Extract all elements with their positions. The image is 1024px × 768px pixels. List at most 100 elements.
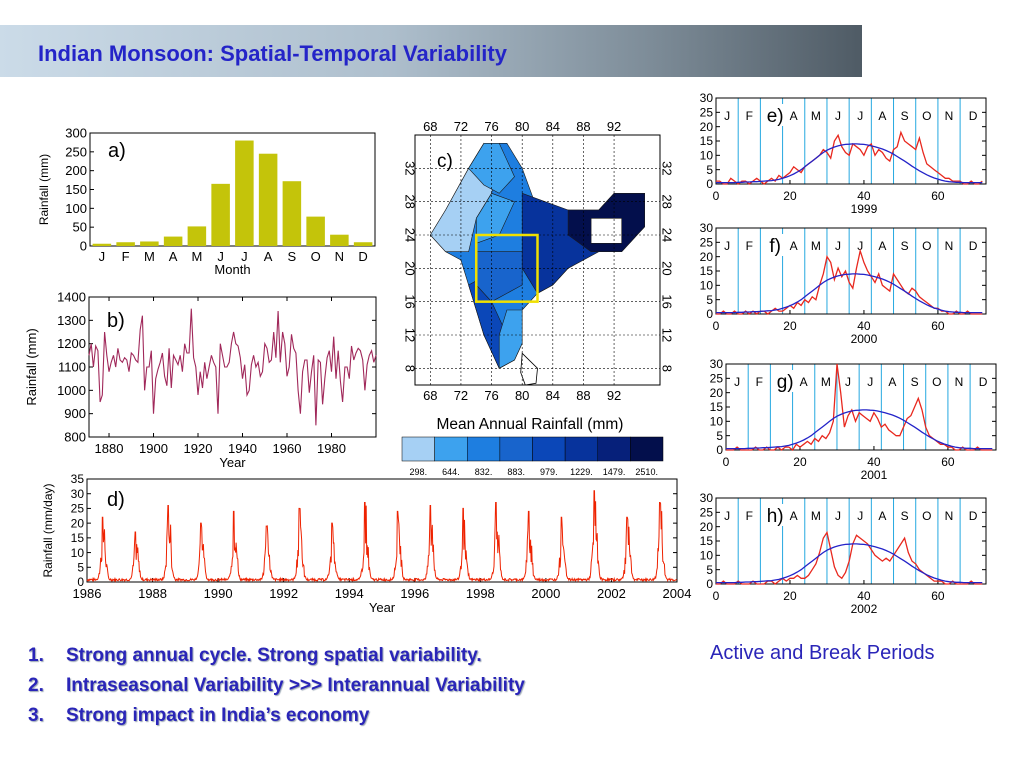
map-lat-label: 20 xyxy=(659,261,674,275)
chart-a-ytick-label: 100 xyxy=(65,201,87,216)
map-lon-label: 68 xyxy=(423,119,437,134)
chart-d-xtick-label: 1986 xyxy=(73,586,102,601)
chart-a-bar xyxy=(235,140,254,246)
chart-f-pentad-2000: JFMAMJJASOND0510152025300204060f)2000 xyxy=(700,221,987,346)
map-lat-label: 24 xyxy=(659,228,674,242)
map-colorbar-label: 2510. xyxy=(635,467,658,477)
chart-f-ytick-label: 5 xyxy=(706,293,713,307)
chart-e-ytick-label: 20 xyxy=(700,120,714,134)
chart-e-month-label: F xyxy=(746,109,753,123)
map-lon-label: 72 xyxy=(454,119,468,134)
chart-b-ylabel: Rainfall (mm) xyxy=(24,328,39,405)
chart-e-month-label: J xyxy=(857,109,863,123)
chart-a-xtick-label: M xyxy=(191,249,202,264)
key-point: 2. Intraseasonal Variability >>> Interann… xyxy=(28,675,525,696)
chart-a-bar xyxy=(282,181,302,246)
chart-g-xtick-label: 20 xyxy=(793,455,807,469)
map-lat-label: 24 xyxy=(402,228,417,242)
chart-a-ytick-label: 0 xyxy=(80,239,87,254)
chart-f-month-label: F xyxy=(746,239,753,253)
chart-e-month-label: S xyxy=(901,109,909,123)
map-panel-label: c) xyxy=(437,151,453,172)
chart-e-month-label: J xyxy=(835,109,841,123)
chart-f-month-label: A xyxy=(790,239,798,253)
map-colorbar-label: 979. xyxy=(540,467,558,477)
map-srilanka xyxy=(520,352,538,386)
map-lat-label: 28 xyxy=(659,194,674,208)
chart-e-month-label: A xyxy=(790,109,798,123)
chart-a-bar xyxy=(187,226,207,246)
chart-b-frame xyxy=(88,296,377,438)
map-colorbar-title: Mean Annual Rainfall (mm) xyxy=(437,416,624,433)
chart-e-ytick-label: 15 xyxy=(700,134,714,148)
chart-a-bar xyxy=(353,242,373,246)
chart-g-month-label: J xyxy=(734,375,740,389)
chart-e-year-label: 1999 xyxy=(851,202,878,216)
chart-f-month-label: S xyxy=(901,239,909,253)
chart-d-ytick-label: 25 xyxy=(71,502,85,516)
chart-h-month-label: J xyxy=(724,509,730,523)
chart-b-xlabel: Year xyxy=(219,455,246,470)
chart-h-ytick-label: 0 xyxy=(706,577,713,591)
chart-a-xtick-label: J xyxy=(217,249,224,264)
chart-d-xtick-label: 2000 xyxy=(531,586,560,601)
map-colorbar-label: 832. xyxy=(475,467,493,477)
chart-g-month-label: N xyxy=(955,375,964,389)
chart-d-ytick-label: 20 xyxy=(71,516,85,530)
map-lon-label: 92 xyxy=(607,119,621,134)
chart-h-xtick-label: 40 xyxy=(857,589,871,603)
chart-g-month-label: J xyxy=(867,375,873,389)
map-colorbar-label: 298. xyxy=(410,467,428,477)
chart-h-month-label: F xyxy=(746,509,753,523)
chart-b-ytick-label: 1000 xyxy=(57,383,86,398)
chart-h-ytick-label: 25 xyxy=(700,506,714,520)
chart-e-ytick-label: 10 xyxy=(700,149,714,163)
chart-e-month-label: N xyxy=(945,109,954,123)
chart-f-month-label: J xyxy=(724,239,730,253)
chart-d-ytick-label: 10 xyxy=(71,546,85,560)
chart-a-xtick-label: O xyxy=(311,249,321,264)
chart-f-month-label: O xyxy=(922,239,931,253)
chart-g-series-mean xyxy=(726,409,993,450)
chart-a-bar xyxy=(258,153,278,246)
chart-h-ytick-label: 10 xyxy=(700,549,714,563)
map-region xyxy=(590,218,622,244)
chart-f-ytick-label: 10 xyxy=(700,279,714,293)
chart-a-ytick-label: 200 xyxy=(65,163,87,178)
chart-g-ytick-label: 0 xyxy=(716,443,723,457)
chart-a-bar xyxy=(116,242,135,246)
chart-h-ytick-label: 15 xyxy=(700,534,714,548)
chart-h-month-label: A xyxy=(878,509,886,523)
active-break-caption: Active and Break Periods xyxy=(710,642,935,664)
chart-a-ylabel: Rainfall (mm) xyxy=(37,154,51,225)
chart-h-xtick-label: 20 xyxy=(783,589,797,603)
chart-b-ytick-label: 800 xyxy=(64,430,86,445)
chart-f-month-label: D xyxy=(969,239,978,253)
map-lon-label: 80 xyxy=(515,388,529,403)
map-colorbar-label: 644. xyxy=(442,467,460,477)
map-lon-label: 72 xyxy=(454,388,468,403)
chart-h-series-pentad xyxy=(716,530,983,585)
map-lat-label: 8 xyxy=(402,365,417,372)
chart-a-ytick-label: 250 xyxy=(65,144,87,159)
map-colorbar-cell xyxy=(499,436,533,462)
chart-a-ytick-label: 50 xyxy=(73,220,87,235)
key-point: 1. Strong annual cycle. Strong spatial va… xyxy=(28,645,482,666)
chart-a-bar xyxy=(140,241,159,246)
map-lon-label: 88 xyxy=(576,388,590,403)
chart-h-month-label: D xyxy=(969,509,978,523)
chart-g-xtick-label: 40 xyxy=(867,455,881,469)
chart-g-ytick-label: 10 xyxy=(710,415,724,429)
chart-a-xlabel: Month xyxy=(214,262,250,277)
chart-d-xtick-label: 1988 xyxy=(138,586,167,601)
map-colorbar-cell xyxy=(597,436,631,462)
chart-e-ytick-label: 0 xyxy=(706,177,713,191)
chart-g-series-pentad xyxy=(726,363,993,451)
map-colorbar-cell xyxy=(564,436,598,462)
chart-a-xtick-label: J xyxy=(99,249,106,264)
chart-g-xtick-label: 0 xyxy=(723,455,730,469)
chart-g-ytick-label: 25 xyxy=(710,372,724,386)
slide-title: Indian Monsoon: Spatial-Temporal Variabi… xyxy=(38,41,507,66)
chart-h-panel-label: h) xyxy=(767,506,784,527)
